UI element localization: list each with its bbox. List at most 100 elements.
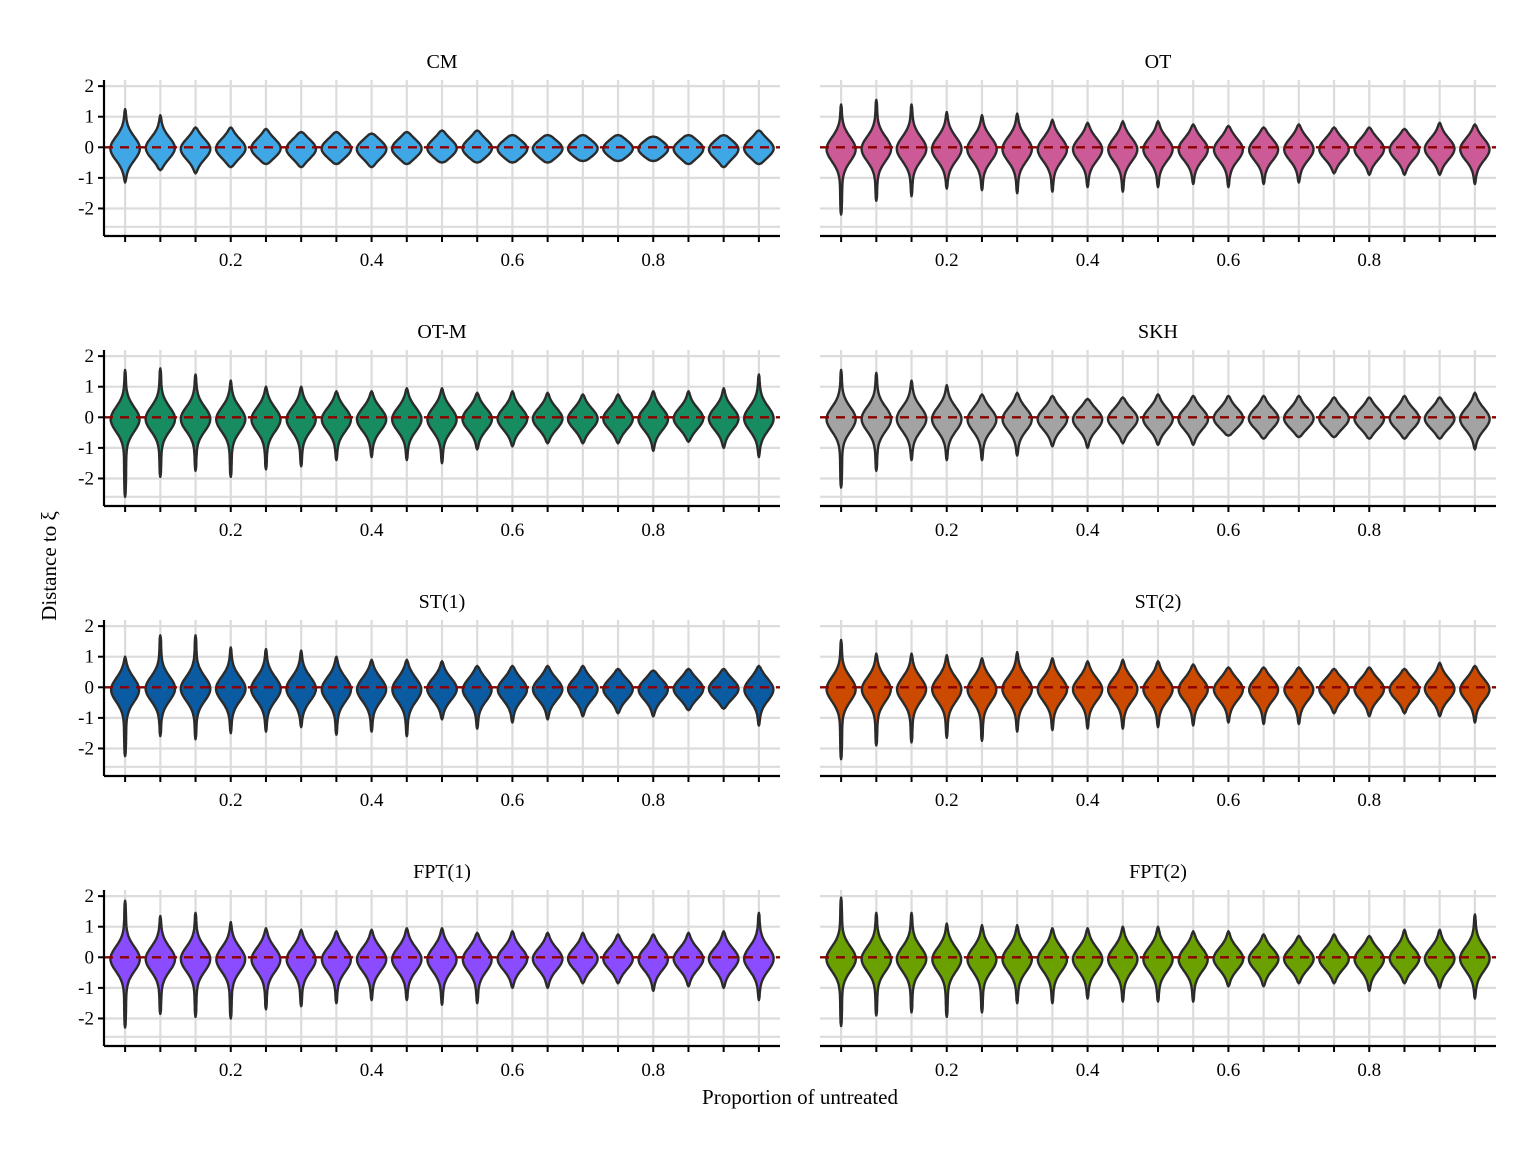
y-tick-label: 0 bbox=[85, 947, 95, 968]
violin-mark bbox=[285, 649, 318, 729]
violin-mark bbox=[1107, 120, 1139, 193]
violin-mark bbox=[496, 664, 529, 724]
facet-panel: FPT(2) 0.2 0.4 0.6 0.8 bbox=[820, 861, 1496, 1081]
violin-mark bbox=[461, 931, 493, 1005]
x-tick-label: 0.8 bbox=[641, 1060, 665, 1081]
violin-mark bbox=[391, 658, 423, 738]
x-tick-label: 0.2 bbox=[219, 250, 243, 271]
violin-mark bbox=[179, 634, 212, 741]
violin-mark bbox=[566, 133, 599, 163]
violin-mark bbox=[895, 103, 928, 198]
y-tick-label: -2 bbox=[78, 468, 94, 489]
violin-mark bbox=[1248, 666, 1280, 726]
violin-mark bbox=[1423, 121, 1456, 176]
violin-mark bbox=[860, 652, 892, 747]
violin-mark bbox=[1247, 394, 1280, 440]
violin-mark bbox=[930, 110, 963, 190]
violin-mark bbox=[637, 933, 670, 993]
violin-mark bbox=[531, 931, 564, 990]
violin-mark bbox=[461, 391, 494, 451]
violin-mark bbox=[144, 634, 177, 738]
violin-mark bbox=[707, 667, 740, 710]
violin-mark bbox=[1248, 126, 1280, 186]
x-tick-label: 0.8 bbox=[1357, 520, 1381, 541]
x-tick-label: 0.2 bbox=[219, 1060, 243, 1081]
violin-mark bbox=[895, 911, 928, 1014]
violin-mark bbox=[1458, 391, 1491, 451]
violin-mark bbox=[966, 924, 998, 1014]
facet-panel: SKH 0.2 0.4 0.6 0.8 bbox=[820, 321, 1496, 541]
x-tick-label: 0.8 bbox=[641, 250, 665, 271]
x-tick-label: 0.8 bbox=[641, 520, 665, 541]
violin-mark bbox=[1071, 660, 1104, 730]
violin-mark bbox=[825, 638, 857, 761]
violin-mark bbox=[931, 922, 963, 1019]
violin-mark bbox=[743, 664, 775, 727]
violin-mark bbox=[215, 379, 247, 479]
violin-mark bbox=[426, 387, 458, 465]
violin-mark bbox=[1459, 123, 1491, 186]
violin-mark bbox=[707, 930, 740, 990]
x-tick-label: 0.8 bbox=[1357, 790, 1381, 811]
facet-title: FPT(2) bbox=[1129, 861, 1187, 883]
violin-mark bbox=[637, 135, 670, 163]
violin-mark bbox=[1212, 394, 1245, 437]
facet-panel: OT 0.2 0.4 0.6 0.8 bbox=[820, 51, 1496, 271]
violin-mark bbox=[496, 390, 529, 448]
violin-mark bbox=[1318, 933, 1350, 985]
x-tick-label: 0.2 bbox=[935, 520, 959, 541]
violin-mark bbox=[179, 911, 212, 1019]
facet-title: SKH bbox=[1138, 321, 1178, 343]
x-tick-label: 0.2 bbox=[219, 520, 243, 541]
y-tick-label: 0 bbox=[85, 407, 95, 428]
violin-mark bbox=[566, 931, 599, 985]
x-tick-label: 0.2 bbox=[935, 1060, 959, 1081]
violin-mark bbox=[390, 130, 423, 166]
violin-mark bbox=[566, 664, 599, 718]
violin-mark bbox=[930, 384, 963, 462]
violin-mark bbox=[1177, 394, 1210, 446]
y-tick-label: 1 bbox=[85, 917, 95, 938]
violin-mark bbox=[825, 368, 857, 489]
violin-mark bbox=[966, 393, 998, 462]
violin-mark bbox=[1458, 913, 1491, 1000]
y-tick-label: 2 bbox=[85, 346, 95, 367]
violin-mark bbox=[285, 385, 317, 468]
x-tick-label: 0.4 bbox=[1076, 520, 1100, 541]
violin-mark bbox=[320, 930, 352, 1005]
violin-mark bbox=[109, 368, 141, 498]
violin-mark bbox=[895, 652, 928, 744]
violin-mark bbox=[1177, 123, 1209, 186]
violin-mark bbox=[215, 920, 247, 1020]
violin-mark bbox=[390, 387, 423, 462]
violin-mark bbox=[1142, 660, 1174, 729]
violin-mark bbox=[672, 133, 705, 166]
y-tick-label: 2 bbox=[85, 886, 95, 907]
facet-title: ST(2) bbox=[1135, 591, 1182, 613]
violin-mark bbox=[355, 928, 388, 1002]
violin-mark bbox=[1353, 934, 1386, 993]
violin-mark bbox=[707, 133, 740, 169]
y-tick-label: -1 bbox=[78, 438, 94, 459]
y-tick-label: -2 bbox=[78, 1008, 94, 1029]
violin-mark bbox=[1001, 112, 1034, 195]
violin-mark bbox=[825, 103, 857, 216]
violin-mark bbox=[214, 646, 247, 735]
violin-mark bbox=[1283, 123, 1315, 184]
violin-mark bbox=[1142, 393, 1174, 446]
y-tick-label: 2 bbox=[85, 616, 95, 637]
violin-mark bbox=[1071, 397, 1104, 450]
x-tick-label: 0.4 bbox=[360, 250, 384, 271]
violin-mark bbox=[285, 130, 318, 169]
violin-mark bbox=[109, 107, 141, 184]
violin-mark bbox=[1459, 664, 1491, 724]
x-tick-label: 0.6 bbox=[501, 520, 525, 541]
violin-mark bbox=[355, 132, 388, 169]
x-tick-label: 0.6 bbox=[501, 790, 525, 811]
y-tick-label: -1 bbox=[78, 708, 94, 729]
violin-mark bbox=[320, 390, 353, 462]
violin-mark bbox=[931, 654, 963, 739]
violin-mark bbox=[1106, 396, 1139, 445]
facet-panel: FPT(1) -2 -1 0 1 2 0.2 0.4 0.6 0.8 bbox=[78, 861, 780, 1081]
violin-mark bbox=[1142, 925, 1174, 1003]
